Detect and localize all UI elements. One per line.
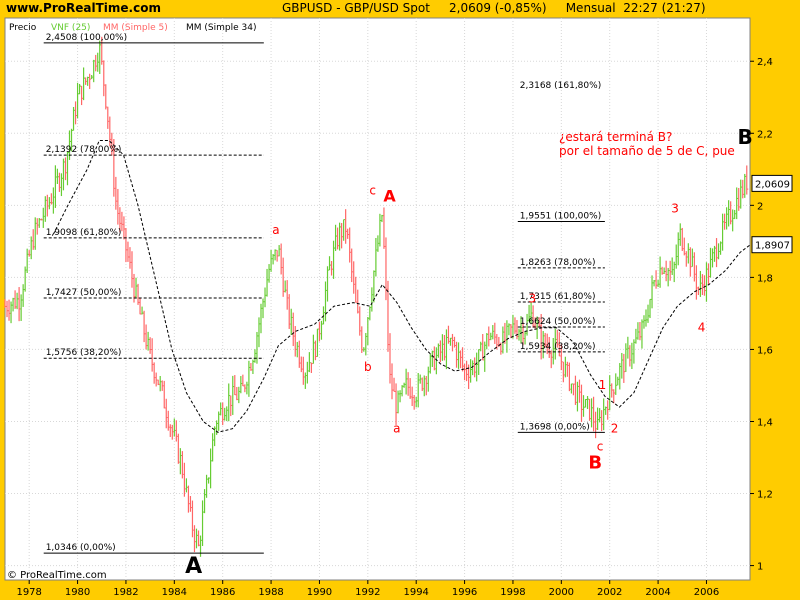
legend-vnf: VNF (25)	[51, 23, 90, 33]
last-price: 2,0609 (-0,85%)	[449, 1, 547, 15]
x-tick-label: 1982	[113, 587, 138, 598]
y-tick-label: 2,2	[757, 129, 773, 140]
x-tick-label: 2002	[597, 587, 622, 598]
y-tick-label: 1	[757, 562, 763, 573]
fib-label: 1,9551 (100,00%)	[520, 212, 601, 222]
wave-label: b	[364, 360, 372, 374]
fib-label: 1,5934 (38,20%)	[520, 342, 596, 352]
top-bar: www.ProRealTime.com GBPUSD - GBP/USD Spo…	[0, 0, 800, 18]
fib-label: 2,1392 (78,00%)	[46, 145, 122, 155]
ma34-price-value: 1,8907	[755, 241, 790, 252]
x-tick-label: 1978	[16, 587, 41, 598]
x-tick-label: 1988	[258, 587, 283, 598]
x-tick-label: 1992	[355, 587, 380, 598]
price-bars	[4, 36, 749, 557]
chart-title: GBPUSD - GBP/USD Spot 2,0609 (-0,85%) Me…	[282, 1, 706, 15]
x-tick-label: 1990	[307, 587, 332, 598]
comment-line: ¿estará terminá B?	[559, 130, 672, 144]
wave-label: a	[272, 223, 279, 237]
grid	[5, 18, 750, 580]
wave-label: B	[738, 125, 753, 149]
fibonacci-levels: 2,4508 (100,00%) 2,1392 (78,00%) 1,9098 (6…	[43, 33, 605, 554]
x-tick-label: 1986	[210, 587, 235, 598]
comment-text: ¿estará terminá B?por el tamaño de 5 de …	[559, 130, 735, 158]
copyright: © ProRealTime.com	[7, 570, 107, 581]
y-axis: 1 1,2 1,4 1,6 1,8 2 2,2 2,4	[750, 57, 773, 573]
y-tick-label: 2	[757, 201, 763, 212]
wave-label: 3	[528, 292, 536, 306]
x-tick-label: 2006	[694, 587, 719, 598]
wave-label: c	[597, 439, 604, 453]
wave-label: 4	[698, 320, 706, 334]
wave-label: 2	[611, 421, 619, 435]
last-price-value: 2,0609	[755, 179, 790, 190]
wave-label: A	[185, 554, 202, 579]
y-tick-label: 1,4	[757, 417, 773, 428]
x-tick-label: 1998	[500, 587, 525, 598]
x-tick-label: 1994	[403, 587, 428, 598]
y-tick-label: 2,4	[757, 57, 773, 68]
wave-label: B	[588, 452, 602, 473]
y-tick-label: 1,8	[757, 273, 773, 284]
legend-price: Precio	[9, 23, 37, 33]
ma34-price-box	[751, 236, 793, 254]
fib-label: 1,9098 (61,80%)	[46, 228, 122, 238]
fib-label: 1,0346 (0,00%)	[46, 543, 116, 553]
fib-label: 1,8263 (78,00%)	[520, 258, 596, 268]
fib-label: 1,5756 (38,20%)	[46, 348, 122, 358]
x-tick-label: 2000	[549, 587, 574, 598]
x-tick-label: 2004	[645, 587, 670, 598]
fib-label: 1,6624 (50,00%)	[520, 317, 596, 327]
comment-line: por el tamaño de 5 de C, pue	[559, 144, 735, 158]
y-tick-label: 1,6	[757, 345, 773, 356]
fib-label: 2,4508 (100,00%)	[46, 33, 127, 43]
fib-label: 1,7315 (61,80%)	[520, 292, 596, 302]
last-price-box	[751, 174, 793, 192]
legend: Precio VNF (25) MM (Simple 5) MM (Simple…	[9, 23, 256, 33]
ma34-line	[52, 140, 751, 433]
y-tick-label: 1,2	[757, 490, 773, 501]
site-name[interactable]: www.ProRealTime.com	[6, 1, 161, 15]
wave-label: 1	[599, 378, 607, 392]
last-price-tag: 2,0609	[751, 174, 793, 192]
wave-label: a	[393, 421, 400, 435]
instrument-name: GBPUSD - GBP/USD Spot	[282, 1, 430, 15]
fib-label: 1,3698 (0,00%)	[520, 422, 590, 432]
fib-label: 2,3168 (161,80%)	[520, 81, 601, 91]
wave-label: A	[383, 187, 396, 206]
x-tick-label: 1996	[452, 587, 477, 598]
wave-label: 3	[671, 202, 679, 216]
legend-ma5: MM (Simple 5)	[103, 23, 168, 33]
x-tick-label: 1980	[65, 587, 90, 598]
fib-label: 1,7427 (50,00%)	[46, 288, 122, 298]
wave-label: c	[369, 184, 376, 198]
x-axis: 1978 1980 1982 1984 1986 1988 1990 1992 1994 1996…	[16, 580, 719, 598]
legend-ma34: MM (Simple 34)	[186, 23, 256, 33]
plot-area[interactable]	[4, 17, 751, 581]
ma34-price-tag: 1,8907	[751, 236, 793, 254]
x-tick-label: 1984	[162, 587, 187, 598]
period-label: Mensual 22:27 (21:27)	[565, 1, 706, 15]
